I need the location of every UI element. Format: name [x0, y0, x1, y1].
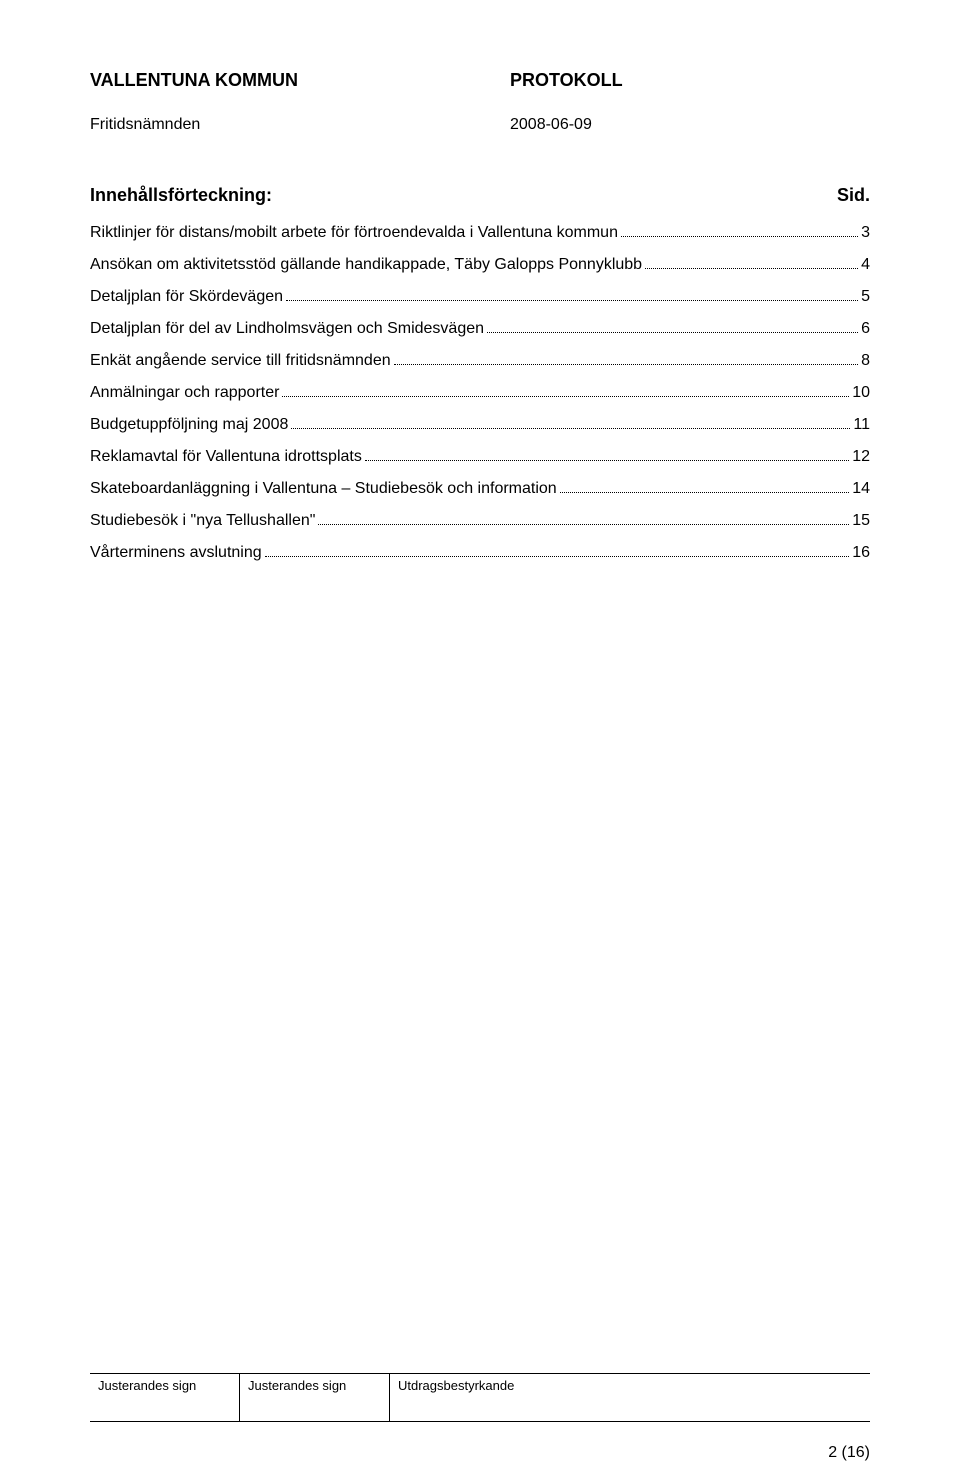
toc-item-label: Reklamavtal för Vallentuna idrottsplats [90, 448, 362, 466]
toc-row: Detaljplan för Skördevägen 5 [90, 288, 870, 306]
footer: Justerandes sign Justerandes sign Utdrag… [90, 1373, 870, 1422]
footer-cell-sign-2: Justerandes sign [240, 1374, 390, 1421]
toc-row: Detaljplan för del av Lindholmsvägen och… [90, 320, 870, 338]
toc-leader-dots [265, 556, 850, 557]
toc-item-page: 5 [861, 288, 870, 306]
toc-row: Studiebesök i "nya Tellushallen" 15 [90, 512, 870, 530]
toc-row: Reklamavtal för Vallentuna idrottsplats 1… [90, 448, 870, 466]
toc-row: Riktlinjer för distans/mobilt arbete för… [90, 224, 870, 242]
toc-row: Ansökan om aktivitetsstöd gällande handi… [90, 256, 870, 274]
toc-leader-dots [286, 300, 858, 301]
footer-table: Justerandes sign Justerandes sign Utdrag… [90, 1373, 870, 1422]
toc-item-label: Skateboardanläggning i Vallentuna – Stud… [90, 480, 557, 498]
toc-item-label: Riktlinjer för distans/mobilt arbete för… [90, 224, 618, 242]
toc-leader-dots [291, 428, 850, 429]
header-date: 2008-06-09 [510, 116, 592, 134]
toc-item-label: Studiebesök i "nya Tellushallen" [90, 512, 315, 530]
toc-leader-dots [645, 268, 858, 269]
toc-leader-dots [560, 492, 850, 493]
toc-item-page: 8 [861, 352, 870, 370]
toc-row: Vårterminens avslutning 16 [90, 544, 870, 562]
toc-leader-dots [487, 332, 858, 333]
toc-page-label: Sid. [837, 185, 870, 206]
footer-cell-sign-1: Justerandes sign [90, 1374, 240, 1421]
toc-item-label: Detaljplan för Skördevägen [90, 288, 283, 306]
toc-item-label: Vårterminens avslutning [90, 544, 262, 562]
footer-cell-attest: Utdragsbestyrkande [390, 1374, 870, 1421]
toc-item-page: 12 [852, 448, 870, 466]
toc-item-page: 6 [861, 320, 870, 338]
toc-item-label: Budgetuppföljning maj 2008 [90, 416, 288, 434]
toc-item-page: 10 [852, 384, 870, 402]
toc-item-label: Anmälningar och rapporter [90, 384, 279, 402]
toc-leader-dots [394, 364, 858, 365]
toc-item-page: 16 [852, 544, 870, 562]
toc-leader-dots [621, 236, 858, 237]
toc-item-page: 3 [861, 224, 870, 242]
toc-item-page: 14 [852, 480, 870, 498]
toc-leader-dots [282, 396, 849, 397]
toc-item-page: 11 [853, 416, 870, 434]
header-doc-type: PROTOKOLL [510, 70, 623, 91]
toc-title: Innehållsförteckning: [90, 185, 272, 206]
toc-header-row: Innehållsförteckning: Sid. [90, 185, 870, 206]
toc-leader-dots [318, 524, 849, 525]
toc-item-label: Enkät angående service till fritidsnämnd… [90, 352, 391, 370]
page-number: 2 (16) [828, 1444, 870, 1462]
toc-item-label: Ansökan om aktivitetsstöd gällande handi… [90, 256, 642, 274]
header-organization: VALLENTUNA KOMMUN [90, 70, 298, 91]
toc-item-page: 15 [852, 512, 870, 530]
toc-row: Enkät angående service till fritidsnämnd… [90, 352, 870, 370]
toc-item-label: Detaljplan för del av Lindholmsvägen och… [90, 320, 484, 338]
toc-item-page: 4 [861, 256, 870, 274]
toc-row: Anmälningar och rapporter 10 [90, 384, 870, 402]
toc-leader-dots [365, 460, 849, 461]
header-committee: Fritidsnämnden [90, 116, 200, 134]
toc-row: Budgetuppföljning maj 2008 11 [90, 416, 870, 434]
table-of-contents: Innehållsförteckning: Sid. Riktlinjer fö… [90, 185, 870, 576]
toc-row: Skateboardanläggning i Vallentuna – Stud… [90, 480, 870, 498]
